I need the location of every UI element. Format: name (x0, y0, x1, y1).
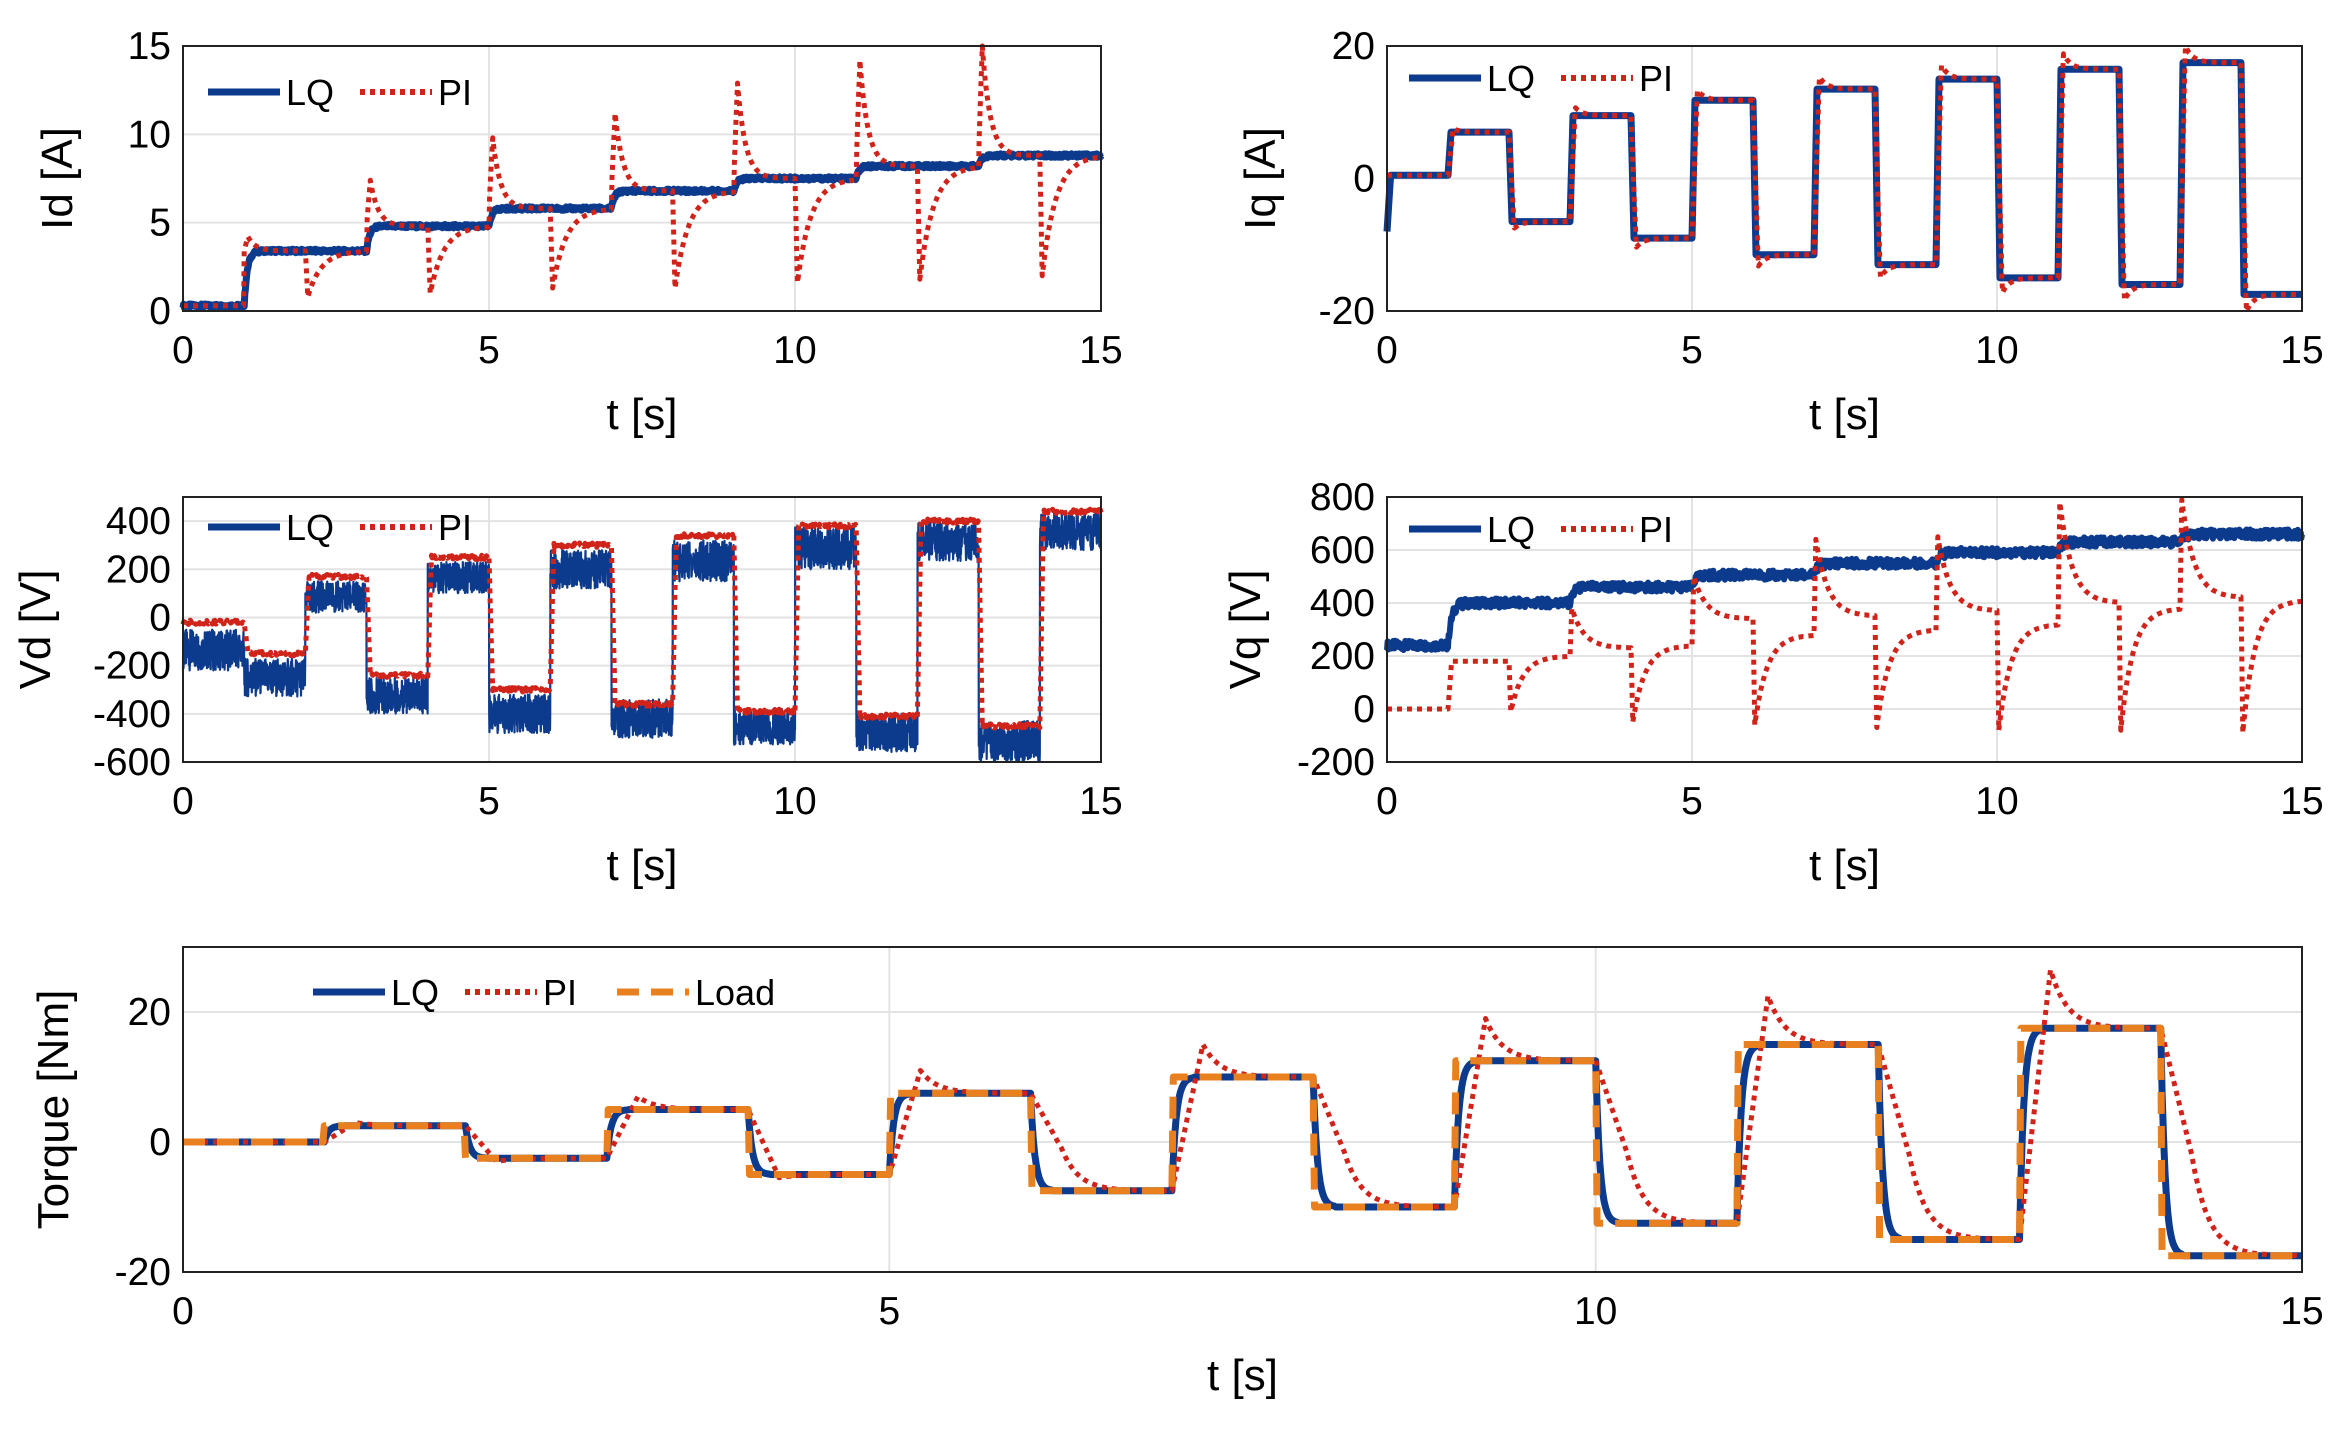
x-tick-label: 10 (1574, 1290, 1617, 1333)
plot-border (182, 496, 1102, 763)
x-tick-label: 5 (1681, 329, 1703, 372)
x-tick-label: 10 (773, 329, 816, 372)
series-lq (1383, 59, 2305, 298)
x-tick-label: 0 (1376, 329, 1398, 372)
y-tick-label: -200 (1297, 741, 1375, 784)
y-axis-label: Vq [V] (1221, 570, 1270, 690)
x-tick-label: 15 (2280, 329, 2323, 372)
legend: LQ PI (1409, 58, 1673, 99)
plot-border (182, 946, 2303, 1273)
y-tick-label: 10 (128, 113, 171, 156)
x-tick-label: 15 (2280, 780, 2323, 823)
plot-border (182, 45, 1102, 312)
series-load (180, 1024, 2305, 1260)
x-tick-label: 10 (1975, 329, 2018, 372)
x-tick-label: 0 (1376, 780, 1398, 823)
series-pi (1385, 497, 2304, 736)
x-tick-label: 5 (478, 329, 500, 372)
x-tick-label: 15 (1079, 329, 1122, 372)
legend: LQ PI (208, 507, 472, 548)
legend-label-pi: PI (1639, 58, 1673, 99)
series-pi (180, 506, 1104, 731)
x-axis-label: t [s] (607, 841, 678, 890)
legend: LQ PI (208, 72, 472, 113)
y-tick-label: 400 (1310, 582, 1375, 625)
y-tick-label: 0 (1353, 688, 1375, 731)
y-axis-label: Iq [A] (1236, 127, 1285, 230)
x-tick-label: 0 (172, 780, 194, 823)
y-axis-label: Vd [V] (11, 570, 60, 690)
legend-label-pi: PI (1639, 509, 1673, 550)
y-tick-label: 0 (149, 596, 171, 639)
x-axis-label: t [s] (1809, 390, 1880, 439)
y-tick-label: 20 (128, 991, 171, 1034)
series-lq (1384, 526, 2305, 653)
chart-id: 0 5 10 15 0 5 10 15 t [s] Id [A] LQ PI (33, 25, 1123, 439)
y-tick-label: 0 (1353, 158, 1375, 201)
y-axis-label: Torque [Nm] (29, 990, 78, 1230)
x-tick-label: 10 (773, 780, 816, 823)
chart-vd: 0 5 10 15 -600 -400 -200 0 200 400 t [s] Vd [V] LQ PI (11, 496, 1123, 890)
y-tick-label: -400 (93, 693, 171, 736)
y-tick-label: 400 (106, 500, 171, 543)
plot-border (1386, 45, 2303, 312)
x-tick-label: 10 (1975, 780, 2018, 823)
legend-label-lq: LQ (1487, 58, 1535, 99)
y-tick-label: -600 (93, 741, 171, 784)
y-tick-label: 200 (106, 548, 171, 591)
y-tick-label: 15 (128, 25, 171, 68)
legend-label-lq: LQ (286, 72, 334, 113)
legend-label-lq: LQ (391, 972, 439, 1013)
y-tick-label: 20 (1332, 25, 1375, 68)
x-axis-label: t [s] (1207, 1351, 1278, 1400)
y-tick-label: -20 (1319, 290, 1375, 333)
y-axis-label: Id [A] (33, 127, 82, 230)
x-axis-label: t [s] (1809, 841, 1880, 890)
x-tick-label: 15 (1079, 780, 1122, 823)
y-tick-label: 0 (149, 290, 171, 333)
legend-label-pi: PI (438, 72, 472, 113)
y-tick-label: -200 (93, 645, 171, 688)
x-axis-label: t [s] (607, 390, 678, 439)
series-pi (181, 43, 1103, 309)
legend: LQ PI Load (313, 972, 775, 1013)
x-tick-label: 5 (478, 780, 500, 823)
y-tick-label: 600 (1310, 529, 1375, 572)
x-tick-label: 0 (172, 329, 194, 372)
plot-area (183, 947, 2302, 1272)
x-tick-label: 0 (172, 1290, 194, 1333)
plot-area (183, 46, 1101, 311)
x-tick-label: 5 (878, 1290, 900, 1333)
legend-label-lq: LQ (286, 507, 334, 548)
x-tick-label: 15 (2280, 1290, 2323, 1333)
legend: LQ PI (1409, 509, 1673, 550)
plot-border (1386, 496, 2303, 763)
y-tick-label: 800 (1310, 476, 1375, 519)
legend-label-load: Load (695, 972, 775, 1013)
legend-label-pi: PI (438, 507, 472, 548)
series-lq (179, 150, 1105, 311)
legend-label-pi: PI (543, 972, 577, 1013)
legend-label-lq: LQ (1487, 509, 1535, 550)
y-tick-label: 200 (1310, 635, 1375, 678)
series-lq (181, 510, 1103, 763)
y-tick-label: 5 (149, 202, 171, 245)
x-tick-label: 5 (1681, 780, 1703, 823)
y-tick-label: 0 (149, 1121, 171, 1164)
y-tick-label: -20 (115, 1251, 171, 1294)
